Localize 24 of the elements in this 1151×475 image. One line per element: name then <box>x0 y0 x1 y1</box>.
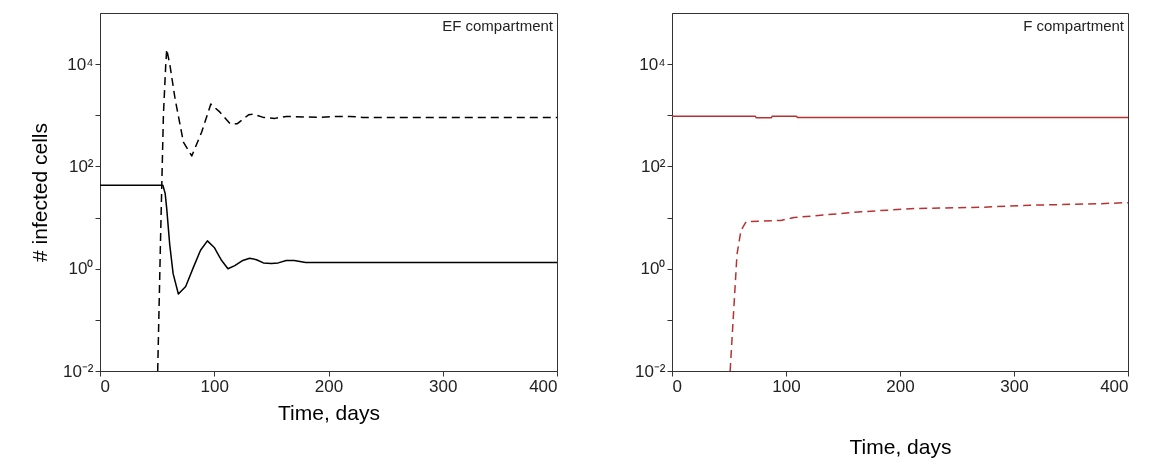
x-tick-label: 400 <box>1100 376 1129 396</box>
x-tick-label: 400 <box>529 376 558 396</box>
y-tick-label: 10⁰ <box>640 259 666 279</box>
y-tick-label: 10⁻² <box>634 361 666 381</box>
annotation: EF compartment <box>442 17 554 34</box>
x-axis-title: Time, days <box>278 400 380 424</box>
y-tick-label: 10⁻² <box>62 361 94 381</box>
x-tick-label: 100 <box>772 376 801 396</box>
y-tick-label: 10⁰ <box>68 259 94 279</box>
x-tick-label: 0 <box>672 376 682 396</box>
x-tick-label: 100 <box>200 376 229 396</box>
annotation: F compartment <box>1023 17 1125 34</box>
y-tick-label: 10² <box>640 156 666 176</box>
x-tick-label: 300 <box>1000 376 1029 396</box>
y-tick-label: 10⁴ <box>639 54 666 74</box>
x-tick-label: 200 <box>314 376 344 396</box>
x-tick-label: 300 <box>429 376 458 396</box>
x-tick-label: 200 <box>886 376 915 396</box>
y-tick-label: 10⁴ <box>67 54 94 74</box>
line-series <box>729 201 1128 371</box>
x-axis-title: Time, days <box>849 434 952 458</box>
y-tick-label: 10² <box>68 156 94 176</box>
x-tick-label: 0 <box>100 376 110 396</box>
y-axis-title: # infected cells <box>27 123 51 262</box>
